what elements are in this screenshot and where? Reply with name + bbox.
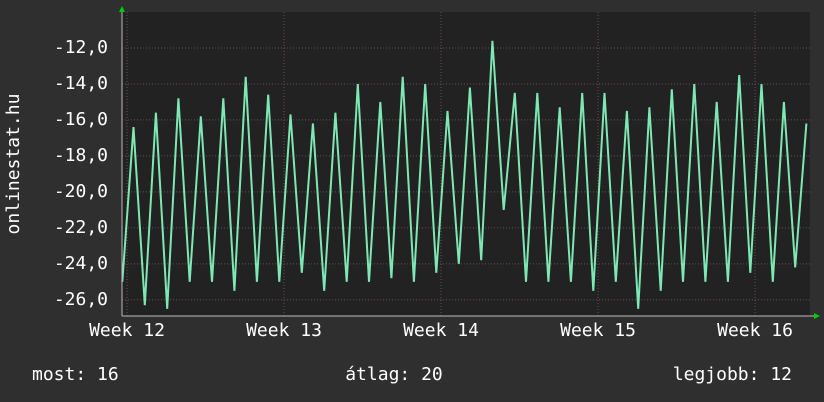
x-tick-label: Week 13 — [246, 320, 322, 341]
x-tick-label: Week 16 — [717, 320, 793, 341]
axis-arrow — [119, 6, 125, 12]
y-tick-label: -14,0 — [54, 73, 108, 94]
stat: átlag: 20 — [345, 364, 443, 385]
x-tick-label: Week 15 — [560, 320, 636, 341]
y-tick-label: -20,0 — [54, 181, 108, 202]
axis-arrow — [814, 313, 820, 319]
y-tick-label: -16,0 — [54, 109, 108, 130]
x-tick-label: Week 14 — [403, 320, 479, 341]
y-axis-label: onlinestat.hu — [3, 94, 24, 235]
y-tick-label: -24,0 — [54, 253, 108, 274]
x-tick-label: Week 12 — [89, 320, 165, 341]
y-tick-label: -18,0 — [54, 145, 108, 166]
y-tick-label: -26,0 — [54, 289, 108, 310]
stat: most: 16 — [32, 364, 119, 385]
y-tick-label: -22,0 — [54, 217, 108, 238]
stat: legjobb: 12 — [673, 364, 792, 385]
line — [121, 40, 808, 309]
y-tick-label: -12,0 — [54, 37, 108, 58]
